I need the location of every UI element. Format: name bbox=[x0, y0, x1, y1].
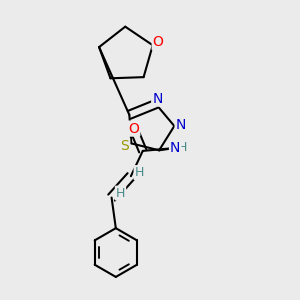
Text: H: H bbox=[116, 187, 125, 200]
Text: H: H bbox=[178, 141, 188, 154]
Text: N: N bbox=[176, 118, 186, 131]
Text: N: N bbox=[152, 92, 163, 106]
Text: N: N bbox=[170, 141, 180, 154]
Text: O: O bbox=[153, 35, 164, 49]
Text: S: S bbox=[120, 139, 129, 153]
Text: H: H bbox=[134, 166, 144, 179]
Text: O: O bbox=[128, 122, 139, 136]
